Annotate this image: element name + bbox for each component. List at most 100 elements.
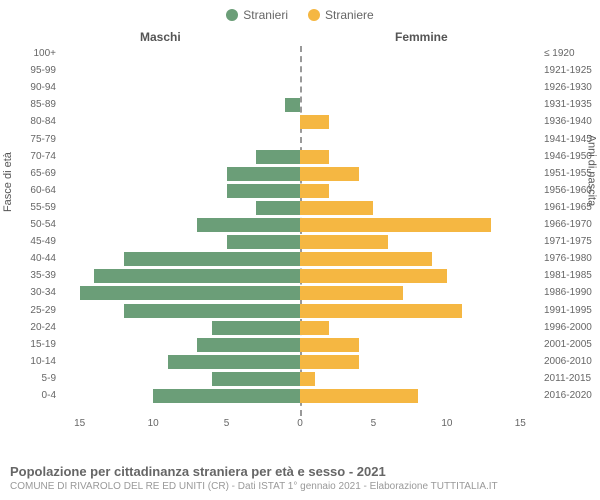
- birth-label: 2016-2020: [544, 388, 592, 404]
- age-label: 85-89: [30, 97, 56, 113]
- bar-female: [300, 338, 359, 352]
- age-label: 80-84: [30, 114, 56, 130]
- bar-row: [65, 388, 535, 404]
- bar-female: [300, 389, 418, 403]
- bar-female: [300, 269, 447, 283]
- header-female: Femmine: [395, 30, 448, 44]
- age-label: 95-99: [30, 63, 56, 79]
- birth-label: 1956-1960: [544, 183, 592, 199]
- bar-male: [124, 304, 300, 318]
- bar-male: [212, 321, 300, 335]
- birth-label: 1981-1985: [544, 268, 592, 284]
- bar-row: [65, 285, 535, 301]
- birth-label: 1991-1995: [544, 303, 592, 319]
- bar-male: [94, 269, 300, 283]
- age-label: 25-29: [30, 303, 56, 319]
- birth-label: 2001-2005: [544, 337, 592, 353]
- bar-female: [300, 304, 462, 318]
- x-tick: 15: [74, 418, 85, 429]
- age-label: 10-14: [30, 354, 56, 370]
- age-label: 65-69: [30, 166, 56, 182]
- bar-row: [65, 200, 535, 216]
- legend-swatch-male: [226, 9, 238, 21]
- bar-female: [300, 115, 329, 129]
- birth-label: 1946-1950: [544, 149, 592, 165]
- plot-area: [65, 46, 535, 416]
- bar-row: [65, 234, 535, 250]
- bar-female: [300, 218, 491, 232]
- bar-row: [65, 268, 535, 284]
- bar-male: [153, 389, 300, 403]
- birth-label: 1931-1935: [544, 97, 592, 113]
- bar-row: [65, 371, 535, 387]
- age-label: 45-49: [30, 234, 56, 250]
- age-label: 100+: [33, 46, 56, 62]
- age-label: 5-9: [42, 371, 56, 387]
- birth-label: ≤ 1920: [544, 46, 575, 62]
- legend-male: Stranieri: [226, 8, 288, 22]
- birth-label: 1961-1965: [544, 200, 592, 216]
- x-tick: 15: [515, 418, 526, 429]
- footer-title: Popolazione per cittadinanza straniera p…: [10, 464, 590, 479]
- bar-male: [227, 235, 300, 249]
- bar-male: [168, 355, 300, 369]
- age-label: 60-64: [30, 183, 56, 199]
- birth-label: 2011-2015: [544, 371, 591, 387]
- birth-label: 1996-2000: [544, 320, 592, 336]
- header-male: Maschi: [140, 30, 181, 44]
- bar-male: [197, 338, 300, 352]
- bar-row: [65, 97, 535, 113]
- bar-female: [300, 167, 359, 181]
- birth-label: 1941-1945: [544, 132, 592, 148]
- x-tick: 5: [371, 418, 377, 429]
- birth-label: 1986-1990: [544, 285, 592, 301]
- age-label: 20-24: [30, 320, 56, 336]
- x-tick: 10: [148, 418, 159, 429]
- birth-label: 2006-2010: [544, 354, 592, 370]
- age-label: 90-94: [30, 80, 56, 96]
- bar-male: [227, 184, 300, 198]
- age-label: 40-44: [30, 251, 56, 267]
- birth-label: 1971-1975: [544, 234, 592, 250]
- bar-row: [65, 320, 535, 336]
- legend: Stranieri Straniere: [0, 0, 600, 26]
- x-tick: 5: [224, 418, 230, 429]
- legend-label-female: Straniere: [325, 8, 374, 22]
- bar-female: [300, 235, 388, 249]
- bar-female: [300, 355, 359, 369]
- bar-male: [124, 252, 300, 266]
- bar-male: [80, 286, 300, 300]
- bar-row: [65, 114, 535, 130]
- x-tick: 10: [441, 418, 452, 429]
- bar-female: [300, 372, 315, 386]
- bar-male: [256, 201, 300, 215]
- chart-area: Maschi Femmine Fasce di età Anni di nasc…: [0, 26, 600, 446]
- bar-row: [65, 149, 535, 165]
- bar-row: [65, 303, 535, 319]
- bar-row: [65, 63, 535, 79]
- legend-female: Straniere: [308, 8, 374, 22]
- x-tick: 0: [297, 418, 303, 429]
- bar-female: [300, 321, 329, 335]
- birth-label: 1936-1940: [544, 114, 592, 130]
- bar-row: [65, 183, 535, 199]
- bar-row: [65, 337, 535, 353]
- bar-row: [65, 80, 535, 96]
- birth-label: 1976-1980: [544, 251, 592, 267]
- bar-female: [300, 184, 329, 198]
- bar-row: [65, 46, 535, 62]
- age-label: 35-39: [30, 268, 56, 284]
- bar-female: [300, 286, 403, 300]
- bar-male: [285, 98, 300, 112]
- age-label: 15-19: [30, 337, 56, 353]
- age-label: 55-59: [30, 200, 56, 216]
- bar-row: [65, 132, 535, 148]
- birth-label: 1966-1970: [544, 217, 592, 233]
- footer: Popolazione per cittadinanza straniera p…: [10, 464, 590, 492]
- bar-male: [212, 372, 300, 386]
- bar-male: [256, 150, 300, 164]
- bar-male: [227, 167, 300, 181]
- bar-female: [300, 252, 432, 266]
- bar-row: [65, 166, 535, 182]
- bar-male: [197, 218, 300, 232]
